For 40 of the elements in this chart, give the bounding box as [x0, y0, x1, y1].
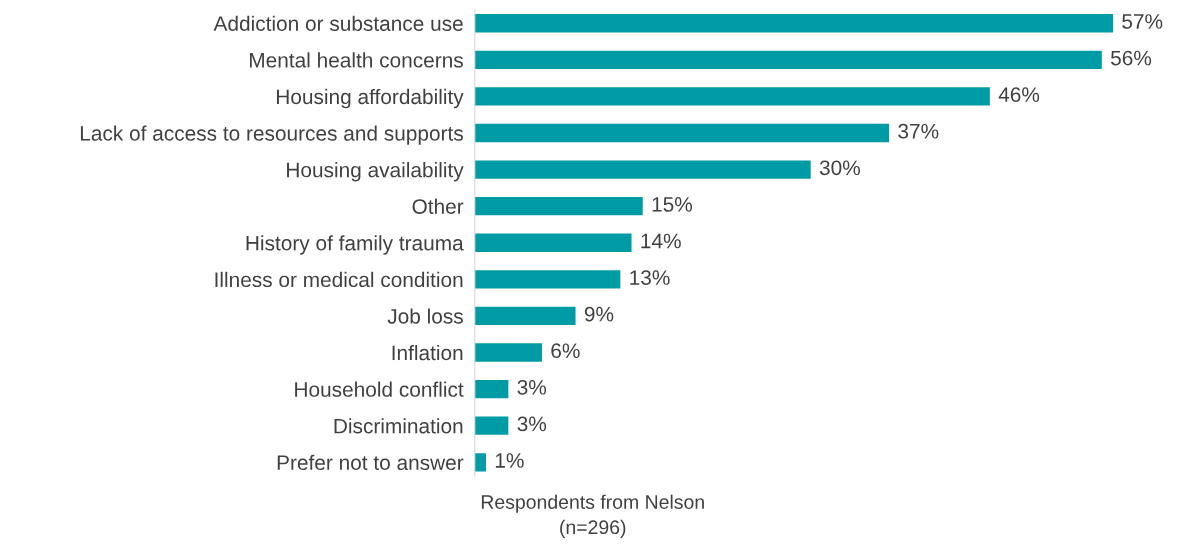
bar — [474, 160, 811, 179]
bar — [474, 343, 542, 362]
y-tick-label: Discrimination — [334, 418, 463, 434]
y-tick-label: Job loss — [387, 308, 463, 324]
bar — [474, 87, 990, 106]
y-tick-label: Other — [412, 198, 464, 214]
bar — [474, 50, 1102, 69]
data-label: 9% — [584, 306, 614, 322]
bar — [474, 270, 621, 289]
data-label: 3% — [517, 379, 547, 395]
y-tick-label: Household conflict — [295, 381, 464, 397]
bar — [474, 379, 509, 399]
data-label: 3% — [517, 416, 547, 432]
y-tick-label: Housing availability — [287, 162, 464, 182]
y-tick-label: Prefer not to answer — [277, 454, 464, 471]
y-tick-label: Addiction or substance use — [213, 15, 463, 31]
bar — [474, 123, 890, 143]
bar — [474, 306, 576, 326]
y-tick-label: Lack of access to resources and supports — [80, 125, 463, 145]
data-label: 6% — [551, 343, 580, 359]
data-label: 15% — [652, 197, 693, 212]
data-label: 46% — [998, 87, 1040, 103]
bar — [474, 14, 1114, 33]
bar — [474, 416, 509, 435]
y-tick-label: Illness or medical condition — [215, 271, 463, 288]
bar — [474, 197, 643, 216]
x-axis-title: Respondents from Nelson (n=296) — [481, 494, 704, 538]
data-label: 14% — [641, 233, 681, 249]
bar — [474, 453, 486, 472]
y-tick-label: Housing affordability — [277, 88, 464, 109]
data-label: 30% — [819, 160, 860, 176]
data-label: 13% — [630, 270, 670, 285]
data-label: 37% — [898, 123, 939, 139]
data-label: 56% — [1110, 50, 1152, 66]
data-label: 1% — [495, 453, 524, 468]
y-tick-label: Inflation — [392, 344, 463, 361]
y-tick-label: History of family trauma — [246, 235, 464, 255]
data-label: 57% — [1122, 14, 1163, 29]
bar — [474, 233, 632, 252]
y-tick-label: Mental health concerns — [249, 52, 463, 68]
